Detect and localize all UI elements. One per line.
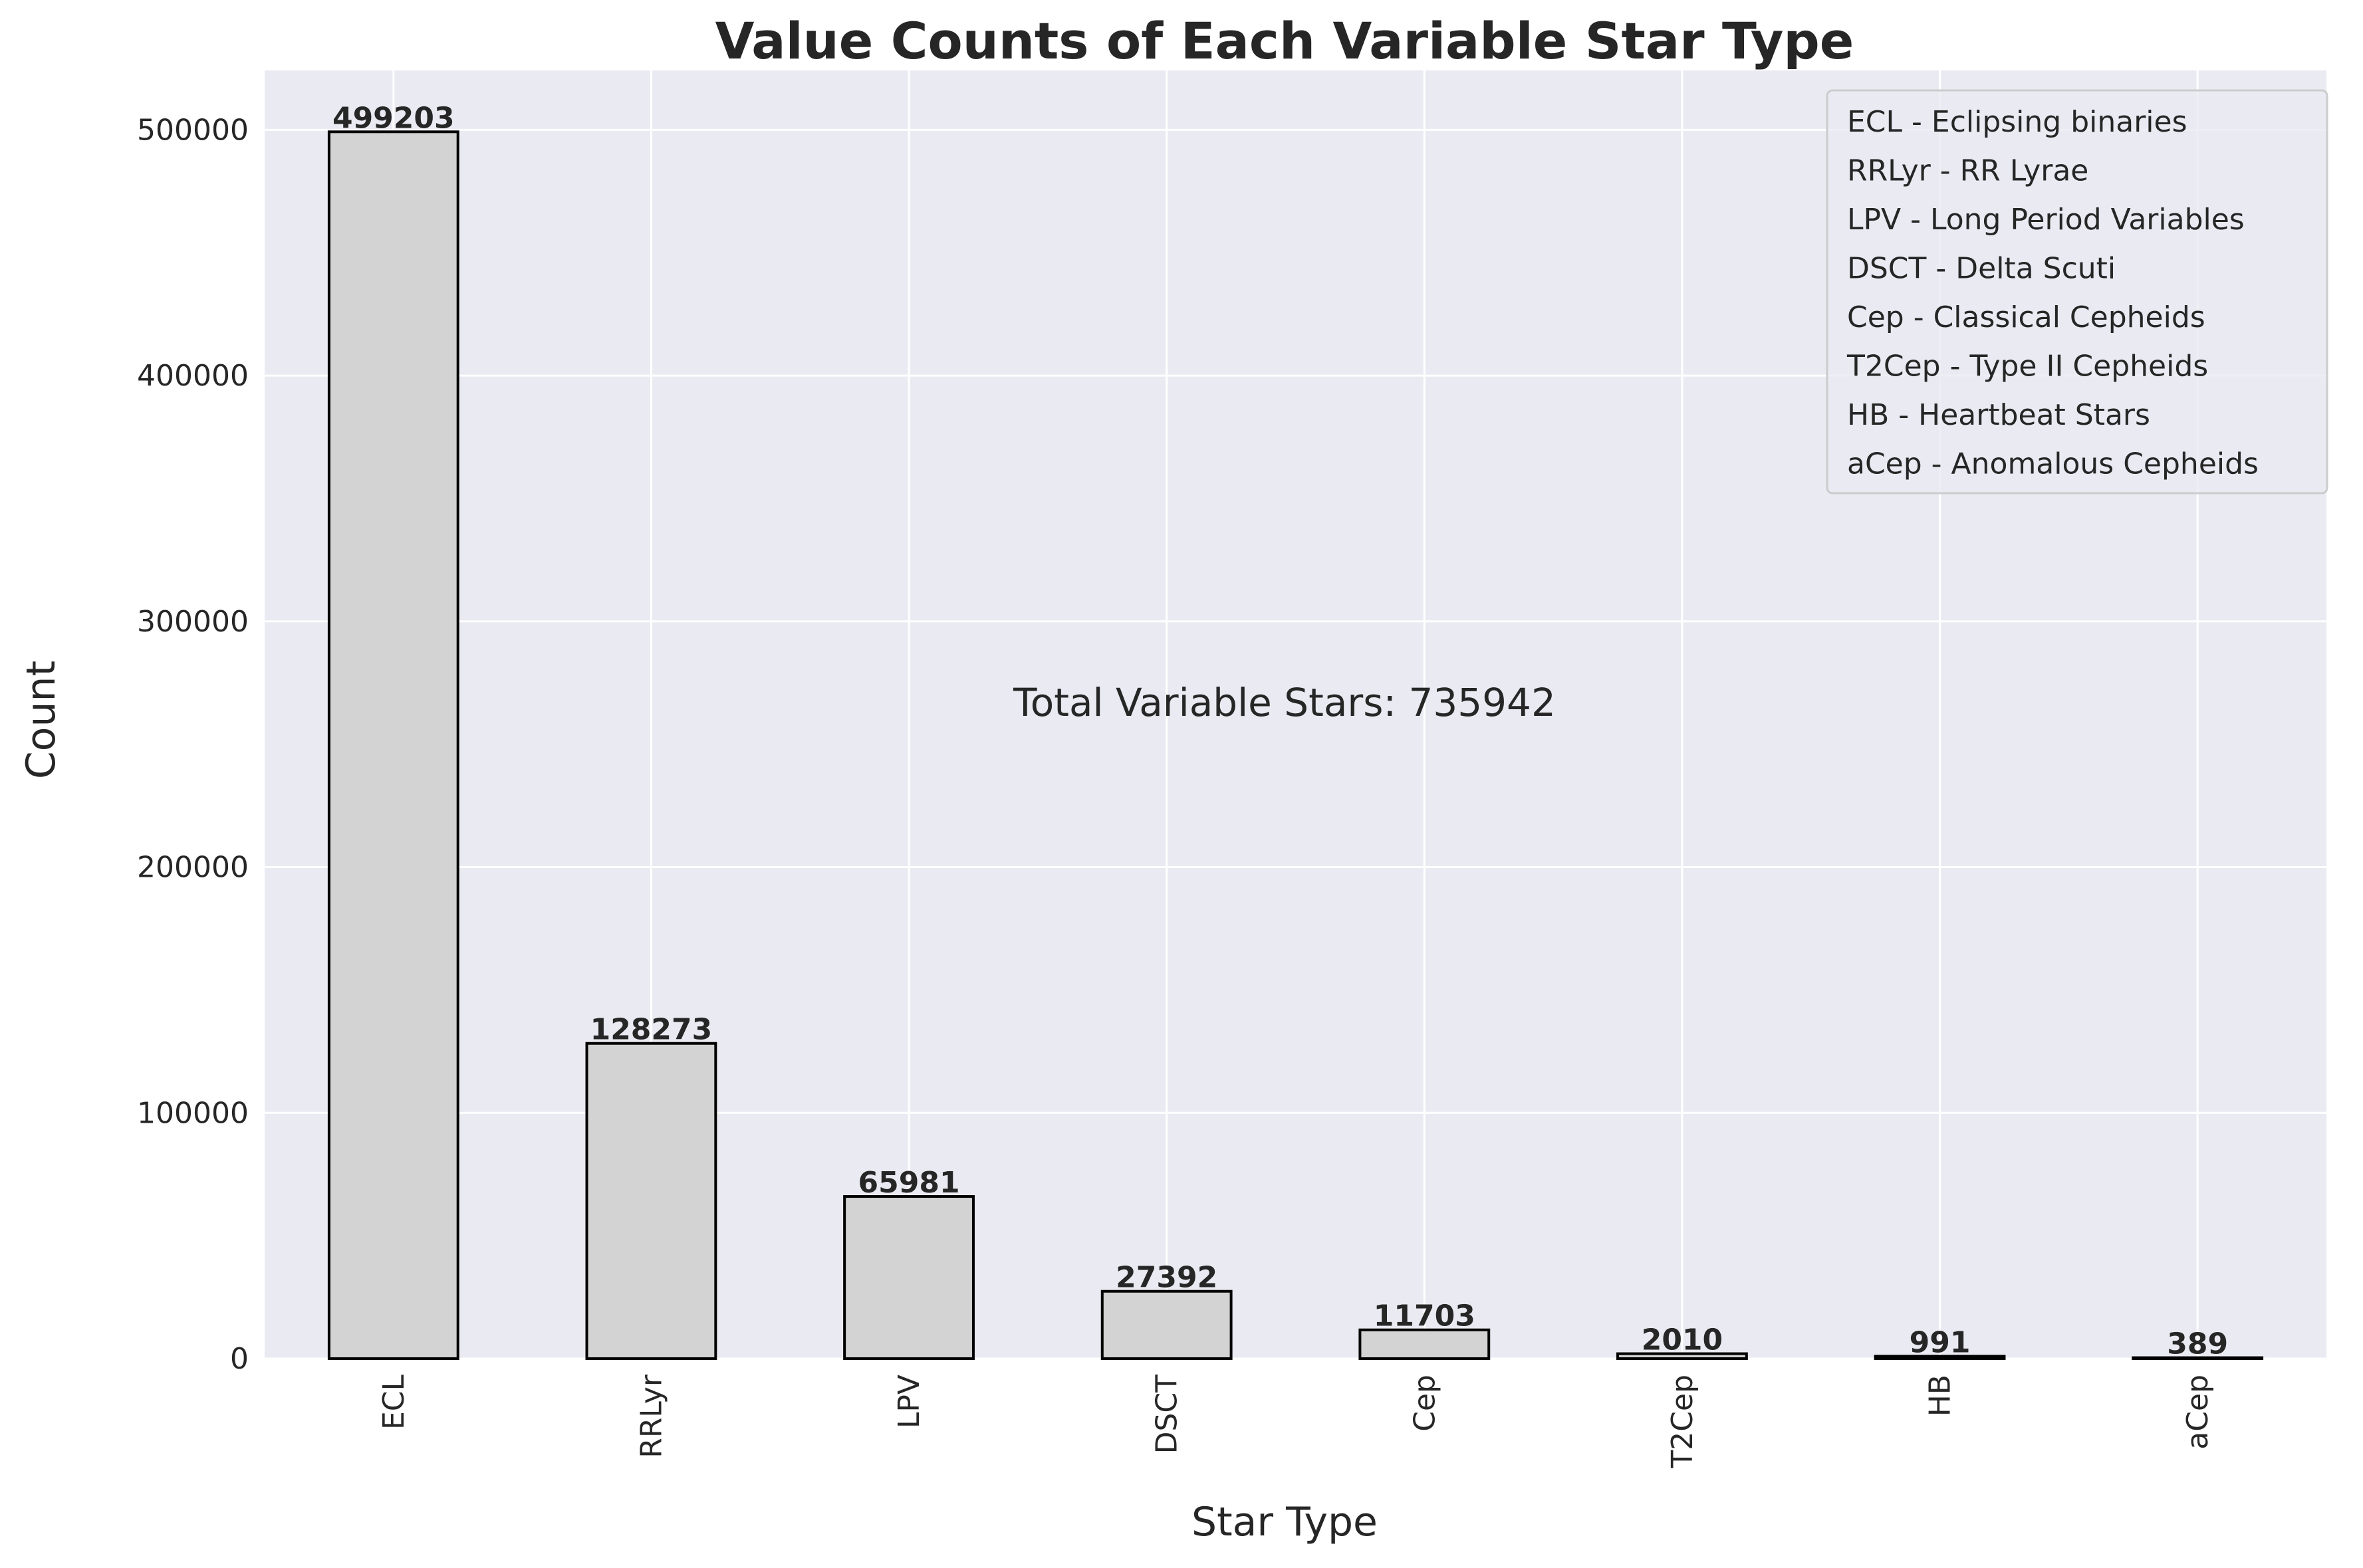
x-tick-label: HB [1924,1375,1957,1416]
legend: ECL - Eclipsing binaries RRLyr - RR Lyrae… [1826,89,2328,495]
y-tick-label: 100000 [137,1096,249,1130]
bar-T2Cep [1616,1352,1748,1360]
y-tick-label: 300000 [137,605,249,639]
bar-ECL [327,130,459,1361]
legend-entry: DSCT - Delta Scuti [1847,252,2116,286]
legend-entry: LPV - Long Period Variables [1847,203,2245,237]
x-axis-label: Star Type [1191,1499,1378,1545]
legend-entries: ECL - Eclipsing binaries RRLyr - RR Lyrae… [1846,105,2259,481]
bar-value-label: 65981 [858,1166,960,1200]
y-tick-label: 0 [230,1342,249,1376]
y-tick-label: 500000 [137,113,249,147]
x-tick-label: T2Cep [1666,1375,1699,1469]
bar-value-label: 499203 [332,101,455,135]
y-axis-label: Count [18,661,64,779]
total-annotation: Total Variable Stars: 735942 [1013,680,1556,725]
x-tick-label: Cep [1408,1375,1441,1432]
bar-value-label: 2010 [1642,1323,1723,1357]
x-tick-label: aCep [2181,1375,2215,1450]
bar-value-labels: 499203 128273 65981 27392 11703 2010 991 389 [332,101,2228,1361]
bar-value-label: 11703 [1374,1299,1475,1333]
legend-entry: T2Cep - Type II Cepheids [1846,350,2208,384]
x-tick-label: LPV [892,1375,926,1428]
legend-entry: ECL - Eclipsing binaries [1847,105,2187,139]
legend-box [1826,89,2328,495]
y-axis-ticks: 0 100000 200000 300000 400000 500000 [137,113,249,1376]
legend-entry: HB - Heartbeat Stars [1847,398,2150,432]
bar-value-label: 27392 [1116,1261,1217,1295]
bar-value-label: 128273 [590,1013,713,1047]
legend-entry: aCep - Anomalous Cepheids [1847,447,2259,481]
bar-DSCT [1100,1289,1233,1360]
legend-entry: RRLyr - RR Lyrae [1847,154,2088,188]
y-tick-label: 400000 [137,359,249,393]
bar-value-label: 991 [1910,1325,1971,1359]
bars [327,130,2264,1361]
bar-RRLyr [585,1042,717,1360]
bar-HB [1874,1355,2006,1360]
chart-title: Value Counts of Each Variable Star Type [715,11,1854,70]
bar-LPV [843,1195,975,1360]
x-axis-ticks: ECL RRLyr LPV DSCT Cep T2Cep HB aCep [377,1374,2215,1469]
y-tick-label: 200000 [137,851,249,885]
x-tick-label: ECL [377,1375,411,1430]
bar-Cep [1358,1328,1491,1360]
bar-aCep [2132,1356,2264,1361]
bar-value-label: 389 [2167,1327,2228,1361]
legend-entry: Cep - Classical Cepheids [1847,300,2205,334]
x-tick-label: DSCT [1150,1375,1184,1454]
x-tick-label: RRLyr [634,1374,668,1458]
